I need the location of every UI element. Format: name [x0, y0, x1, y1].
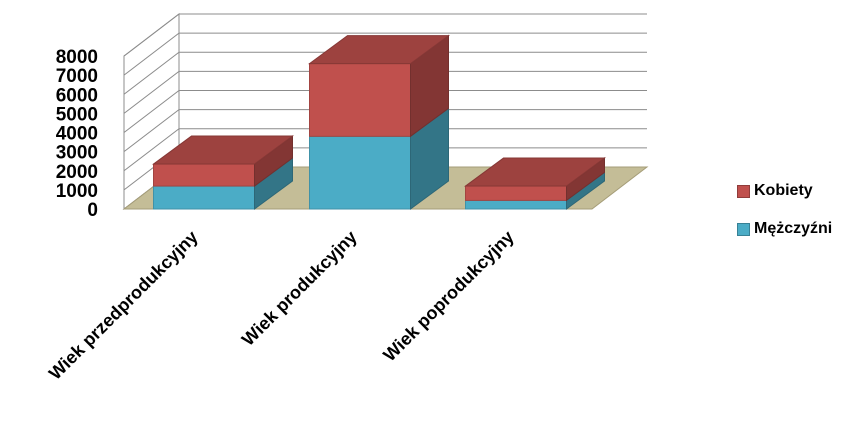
legend-item-kobiety: Kobiety	[737, 180, 863, 202]
gridline	[123, 70, 647, 114]
x-axis-ticks: Wiek przedprodukcyjny Wiek produkcyjny Wie…	[45, 227, 518, 384]
bar-front	[153, 163, 255, 187]
legend-swatch-kobiety	[737, 184, 750, 198]
y-tick-label: 5000	[56, 104, 98, 125]
bar-top	[307, 35, 451, 65]
legend-swatch-mezczyzni	[737, 222, 750, 236]
bar-top	[463, 157, 607, 187]
x-tick-label: Wiek produkcyjny	[238, 227, 361, 350]
x-tick-label: Wiek poprodukcyjny	[379, 227, 518, 366]
bar-kobiety	[151, 135, 295, 188]
y-tick-label: 0	[87, 200, 98, 221]
y-tick-label: 7000	[56, 66, 98, 87]
x-tick-label: Wiek przedprodukcyjny	[45, 227, 202, 384]
bar-front	[309, 135, 411, 210]
y-tick-label: 2000	[56, 162, 98, 183]
bar-front	[465, 199, 567, 210]
chart-bars	[151, 34, 607, 210]
gridline	[123, 109, 647, 153]
bar-mezczyzni	[153, 157, 293, 210]
gridline	[123, 32, 647, 76]
gridline	[123, 128, 647, 172]
bar-kobiety	[307, 34, 451, 138]
y-tick-label: 1000	[56, 181, 98, 202]
bar-top	[151, 135, 295, 165]
legend-label-kobiety: Kobiety	[754, 182, 813, 199]
gridline	[123, 51, 647, 95]
bar-front	[153, 185, 255, 210]
y-tick-label: 8000	[56, 47, 98, 68]
y-tick-label: 6000	[56, 85, 98, 106]
chart-walls	[123, 12, 647, 211]
bar-front	[309, 63, 411, 137]
legend: Kobiety Mężczyźni	[737, 180, 863, 256]
y-tick-label: 3000	[56, 143, 98, 164]
bar-kobiety	[463, 157, 607, 202]
y-tick-label: 4000	[56, 124, 98, 145]
legend-label-mezczyzni: Mężczyźni	[754, 220, 833, 237]
gridline	[123, 90, 647, 133]
legend-item-mezczyzni: Mężczyźni	[737, 218, 863, 240]
gridline	[123, 13, 647, 57]
bar-mezczyzni	[309, 107, 449, 210]
bar-mezczyzni	[465, 171, 605, 210]
bar-front	[465, 185, 567, 201]
